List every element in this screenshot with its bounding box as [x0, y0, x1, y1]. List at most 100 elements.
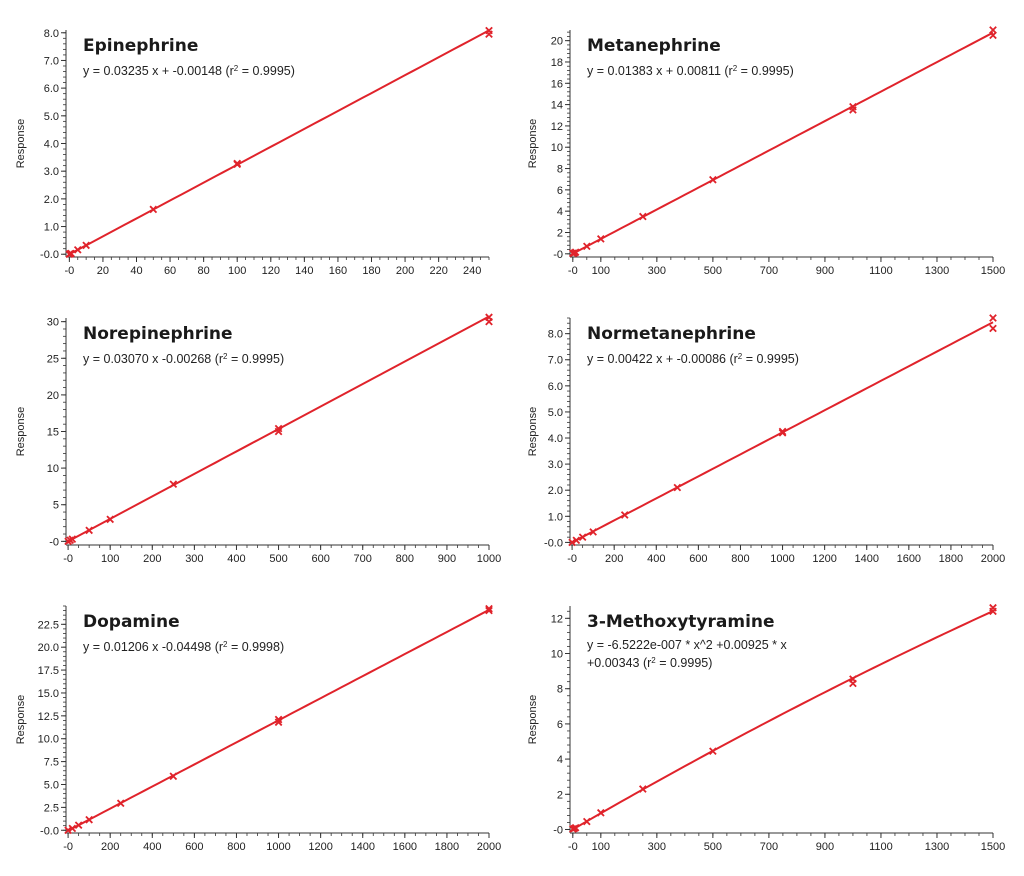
- y-tick-label: 7.5: [44, 757, 59, 769]
- data-point-marker: [778, 428, 787, 437]
- y-tick-label: 14: [551, 100, 563, 112]
- chart-panel-2: -0 100 300 500 700 900 1100 1300 1500 -0 2 4 6 8 10 12 1…: [527, 26, 1005, 277]
- y-tick-label: 8: [557, 164, 563, 176]
- data-point-marker: [485, 26, 493, 35]
- y-tick-label: 5.0: [44, 779, 59, 791]
- x-tick-label: 240: [463, 265, 481, 277]
- y-tick-label: 20: [47, 390, 59, 402]
- x-tick-label: 1000: [266, 841, 290, 853]
- data-point-marker: [989, 314, 997, 322]
- data-point-marker: [73, 245, 82, 254]
- data-point-marker: [596, 808, 605, 817]
- x-tick-label: -0: [64, 265, 74, 277]
- x-tick-label: 100: [101, 553, 119, 565]
- data-point-marker: [582, 817, 591, 826]
- data-point-marker: [67, 249, 75, 258]
- data-point-marker: [169, 772, 178, 781]
- y-tick-label: 12: [551, 613, 563, 625]
- data-point-marker: [571, 248, 580, 257]
- data-point-marker: [485, 313, 493, 322]
- y-tick-label: 20.0: [38, 642, 59, 654]
- y-tick-label: 2.0: [44, 194, 59, 206]
- data-point-marker: [568, 538, 576, 547]
- y-tick-label: -0.0: [40, 825, 59, 837]
- data-point-marker: [274, 427, 283, 436]
- chart-title: Dopamine: [83, 612, 180, 632]
- data-point-marker: [169, 480, 178, 489]
- x-tick-label: 20: [97, 265, 109, 277]
- y-tick-label: 10: [551, 142, 563, 154]
- chart-title: Norepinephrine: [83, 324, 233, 344]
- data-point-marker: [485, 604, 493, 613]
- y-tick-label: 12: [551, 121, 563, 133]
- regression-equation: y = 0.03235 x + -0.00148 (r2 = 0.9995): [83, 64, 295, 79]
- x-tick-label: 1600: [897, 553, 921, 565]
- y-tick-label: 18: [551, 57, 563, 69]
- data-point-marker: [849, 102, 857, 111]
- x-tick-label: 200: [143, 553, 161, 565]
- y-tick-label: 7.0: [44, 55, 59, 67]
- data-point-marker: [68, 535, 77, 543]
- data-point-marker: [849, 675, 857, 683]
- data-point-marker: [572, 536, 581, 545]
- x-tick-label: 900: [816, 265, 834, 277]
- x-tick-label: 500: [704, 841, 722, 853]
- x-tick-label: 1300: [925, 841, 949, 853]
- y-tick-label: 15.0: [38, 688, 59, 700]
- y-tick-label: 5.0: [44, 111, 59, 123]
- x-tick-label: 220: [429, 265, 447, 277]
- chart-title: 3-Methoxytyramine: [587, 612, 775, 632]
- y-tick-label: -0: [553, 249, 563, 261]
- x-tick-label: 400: [647, 553, 665, 565]
- x-tick-label: 1500: [981, 841, 1005, 853]
- data-point-marker: [638, 212, 647, 221]
- chart-panel-1: -0 20 40 60 80 100 120 140 160 180 200 220 240 -0.0 1.…: [15, 26, 493, 277]
- y-axis-label: Response: [15, 119, 27, 169]
- data-point-marker: [106, 515, 115, 524]
- x-tick-label: 100: [592, 265, 610, 277]
- x-tick-label: 180: [362, 265, 380, 277]
- x-tick-label: 200: [396, 265, 414, 277]
- x-tick-label: 2000: [981, 553, 1005, 565]
- y-tick-label: 8.0: [44, 28, 59, 40]
- data-point-marker: [116, 799, 125, 808]
- x-tick-label: 160: [329, 265, 347, 277]
- x-tick-label: 1200: [812, 553, 836, 565]
- x-tick-label: 1100: [869, 265, 893, 277]
- x-tick-label: -0: [63, 553, 73, 565]
- chart-panel-4: -0 200 400 600 800 1000 1200 1400 1600 1800 2000 -0…: [527, 314, 1005, 565]
- x-tick-label: 100: [228, 265, 246, 277]
- x-tick-label: 1000: [477, 553, 501, 565]
- y-axis-label: Response: [527, 119, 539, 169]
- data-point-marker: [673, 483, 682, 492]
- data-point-marker: [620, 511, 629, 519]
- data-point-marker: [589, 528, 597, 536]
- x-tick-label: 800: [731, 553, 749, 565]
- y-tick-label: 10: [551, 649, 563, 661]
- x-tick-label: 60: [164, 265, 176, 277]
- y-tick-label: 4.0: [44, 139, 59, 151]
- x-tick-label: 1400: [854, 553, 878, 565]
- x-tick-label: 80: [198, 265, 210, 277]
- x-tick-label: 500: [704, 265, 722, 277]
- regression-equation: y = 0.01383 x + 0.00811 (r2 = 0.9995): [587, 64, 794, 79]
- x-tick-label: 1500: [981, 265, 1005, 277]
- y-tick-label: 2: [557, 789, 563, 801]
- x-tick-label: -0: [568, 265, 578, 277]
- data-point-marker: [274, 715, 283, 724]
- data-point-marker: [149, 205, 158, 214]
- data-point-marker: [578, 533, 587, 542]
- x-tick-label: 900: [816, 841, 834, 853]
- data-point-marker: [709, 747, 717, 756]
- x-tick-label: 500: [269, 553, 287, 565]
- data-point-marker: [68, 824, 77, 833]
- x-tick-label: 700: [354, 553, 372, 565]
- x-tick-label: 400: [143, 841, 161, 853]
- x-tick-label: 600: [311, 553, 329, 565]
- x-tick-label: 300: [648, 841, 666, 853]
- x-tick-label: 1600: [393, 841, 417, 853]
- data-point-marker: [82, 241, 90, 250]
- data-point-marker: [778, 427, 787, 436]
- regression-equation-line-1: y = -6.5222e-007 * x^2 +0.00925 * x: [587, 638, 788, 652]
